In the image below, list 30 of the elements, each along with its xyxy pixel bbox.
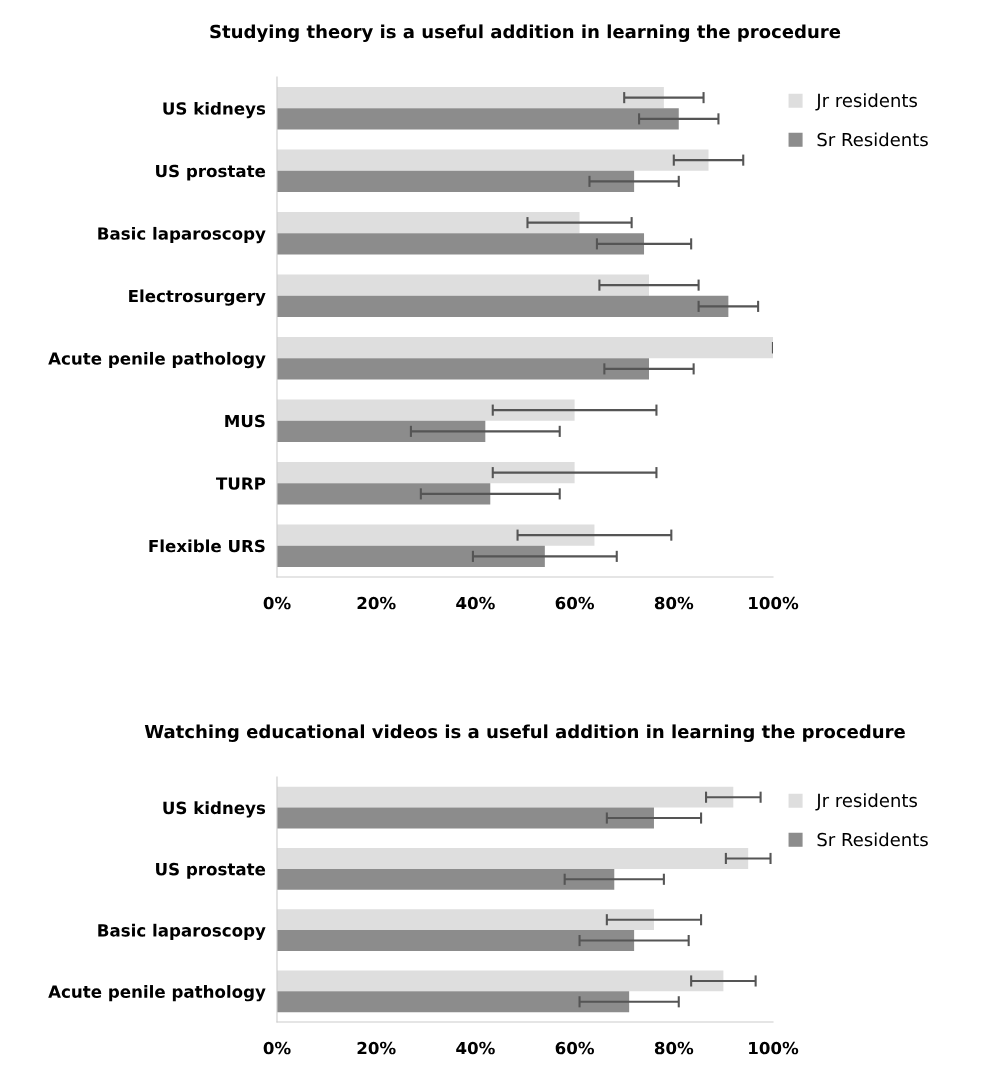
x-tick-label: 80%	[654, 596, 694, 610]
legend-label: Jr residents	[815, 793, 917, 811]
x-tick-label: 60%	[555, 596, 595, 610]
legend-label: Sr Residents	[817, 132, 928, 147]
y-tick-label: Acute penile pathology	[48, 351, 266, 369]
x-tick-label: 20%	[357, 596, 396, 610]
x-tick-label: 0%	[263, 596, 291, 610]
legend-label: Jr residents	[815, 93, 917, 111]
y-tick-label: Basic laparoscopy	[98, 226, 266, 244]
x-tick-label: 100%	[749, 1041, 799, 1055]
x-tick-label: 20%	[357, 1041, 396, 1055]
y-tick-label: US prostate	[156, 862, 266, 879]
y-tick-label: Basic laparoscopy	[98, 923, 266, 941]
x-tick-label: 80%	[654, 1041, 694, 1055]
y-tick-label: TURP	[216, 477, 266, 490]
chart-title: Watching educational videos is a useful addition in learning the procedure	[144, 724, 905, 743]
x-tick-label: 0%	[263, 1041, 291, 1055]
x-tick-label: 40%	[456, 1041, 495, 1055]
y-tick-label: Acute penile pathology	[48, 985, 266, 1002]
legend-label: Sr Residents	[817, 832, 928, 847]
y-tick-label: Electrosurgery	[129, 289, 266, 306]
y-tick-label: US prostate	[156, 164, 266, 181]
x-tick-label: 40%	[456, 596, 495, 610]
chart-title: Studying theory is a useful addition in learning the procedure	[210, 24, 841, 43]
y-tick-label: US kidneys	[163, 801, 266, 818]
y-tick-label: US kidneys	[163, 101, 266, 119]
x-tick-label: 100%	[749, 596, 799, 610]
y-tick-label: Flexible URS	[149, 539, 265, 553]
x-tick-label: 60%	[555, 1041, 595, 1055]
y-tick-label: MUS	[225, 414, 265, 428]
